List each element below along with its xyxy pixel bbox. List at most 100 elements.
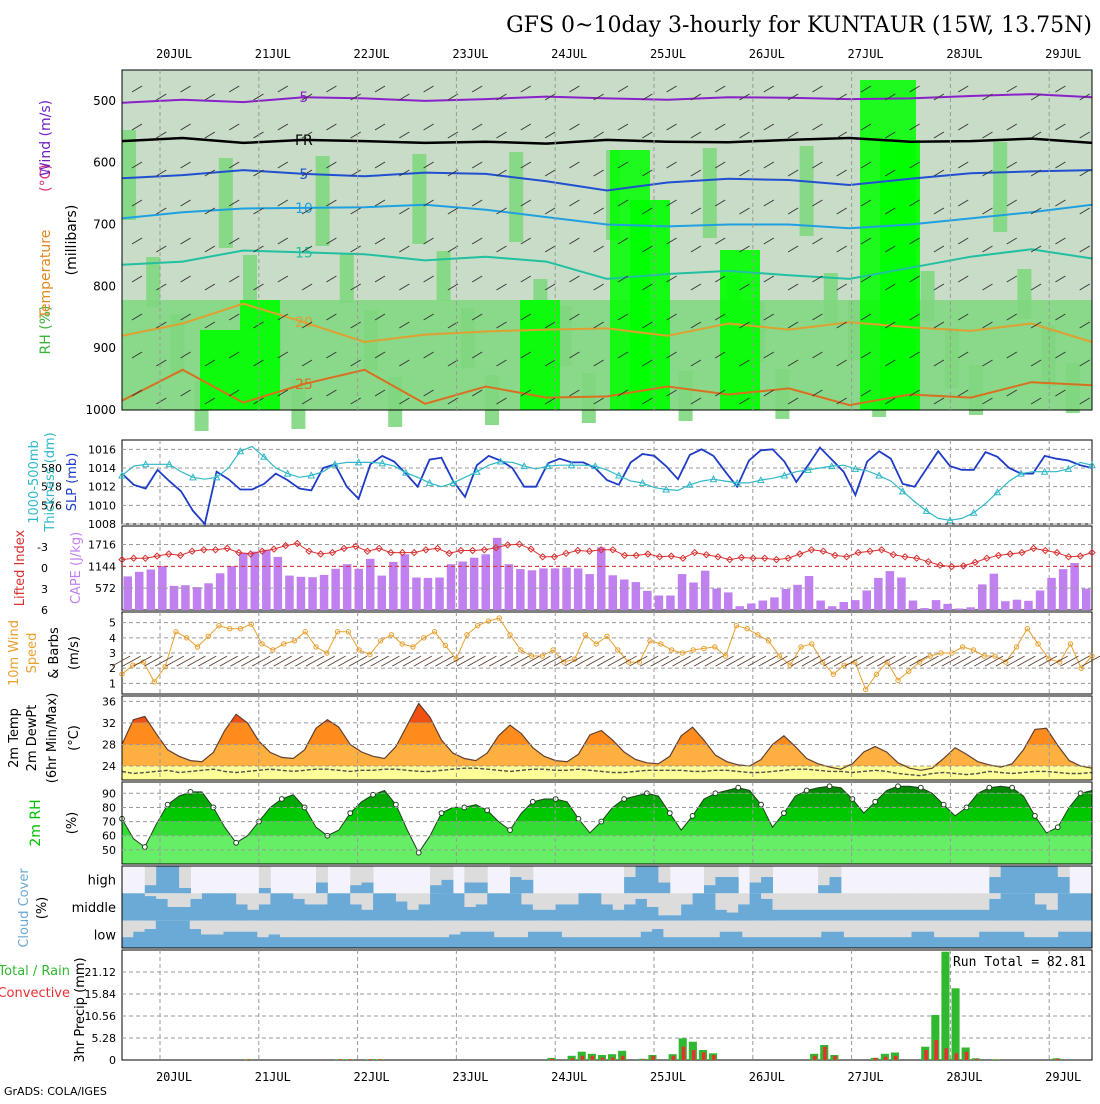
surface-wind-barb — [231, 656, 249, 666]
cloud-cell-middle — [909, 910, 921, 921]
surface-wind-barb — [1071, 656, 1089, 666]
surface-wind-barb — [586, 656, 604, 666]
cloud-cell-middle — [1058, 893, 1070, 920]
cloud-gap — [658, 866, 670, 882]
cape-bar — [308, 577, 317, 610]
cloud-gap — [179, 893, 191, 907]
temp-label2: 2m DewPt — [25, 705, 40, 772]
cloud-gap — [613, 893, 625, 909]
cloud-cell-low — [652, 929, 664, 948]
date-label-bottom: 23JUL — [452, 1070, 488, 1084]
cape-bar — [886, 571, 895, 610]
cape-bar — [1059, 569, 1068, 610]
cloud-gap — [201, 921, 213, 935]
rh-moist-patch — [146, 257, 160, 307]
cape-bar — [412, 578, 421, 611]
cloud-cell-middle — [807, 910, 819, 921]
cloud-cell-high — [510, 877, 522, 893]
cloud-cell-low — [178, 921, 190, 948]
cape-bar — [574, 568, 583, 610]
cloud-cell-low — [212, 934, 224, 948]
surface-wind-barb — [899, 656, 917, 666]
cloud-gap — [246, 921, 258, 932]
rh-marker — [576, 816, 581, 821]
temp-band-28-32 — [122, 723, 1092, 745]
cloud-cell-middle — [704, 893, 716, 920]
cloud-cell-middle — [989, 899, 1001, 921]
cloud-gap — [370, 921, 382, 937]
cape-bar — [909, 601, 918, 611]
cloud-cell-high — [521, 880, 533, 894]
cloud-gap — [912, 921, 924, 932]
cape-bar — [701, 571, 710, 610]
cloud-gap — [761, 866, 773, 877]
surface-wind-barb — [1028, 656, 1046, 666]
cloud-gap — [191, 893, 203, 899]
cloud-cell-high — [1012, 866, 1024, 893]
pressure-tick: 800 — [93, 279, 116, 293]
cloud-cell-middle — [944, 910, 956, 921]
cloud-cell-high — [658, 882, 670, 893]
cloud-gap — [427, 921, 439, 937]
cape-bar — [343, 564, 352, 610]
date-label-top: 22JUL — [354, 47, 390, 61]
cape-bar — [458, 562, 467, 611]
cloud-gap — [742, 921, 754, 937]
cloud-cell-high — [761, 877, 773, 893]
cloud-cell-middle — [738, 904, 750, 920]
cloud-cell-high — [168, 866, 180, 893]
thickness-label2: 1000-500mb — [27, 440, 42, 524]
cape-bar — [643, 591, 652, 610]
cloud-cell-low — [1047, 937, 1059, 948]
cape-bar — [689, 583, 698, 611]
cloud-cell-middle — [590, 893, 602, 920]
cloud-gap — [1081, 921, 1093, 932]
cape-bar — [805, 576, 814, 610]
cloud-cell-low — [370, 937, 382, 948]
cloud-cell-middle — [841, 910, 853, 921]
cloud-gap — [978, 893, 990, 909]
cloud-cell-middle — [567, 904, 579, 920]
cloud-cell-low — [1013, 932, 1025, 948]
cloud-gap — [257, 921, 269, 937]
cloud-gap — [442, 866, 454, 880]
cloud-gap — [430, 866, 442, 885]
cloud-gap — [900, 921, 912, 937]
precip-total-label: Total / Rain — [0, 964, 70, 979]
cape-bar — [678, 574, 687, 610]
cloud-gap — [909, 893, 921, 909]
pressure-tick: 900 — [93, 341, 116, 355]
cloud-cell-middle — [1069, 893, 1081, 920]
cape-bar — [874, 578, 883, 610]
rh-band — [122, 793, 1092, 807]
surface-wind-barb — [274, 656, 292, 666]
cloud-gap — [704, 866, 716, 885]
cloud-gap — [607, 921, 619, 937]
cloud-cell-middle — [442, 893, 454, 920]
date-label-top: 23JUL — [452, 47, 488, 61]
cloud-gap — [852, 893, 864, 909]
rh-marker — [667, 811, 672, 816]
cloud-cell-high — [1046, 866, 1058, 893]
cloud-cell-low — [788, 937, 800, 948]
rh-marker — [1033, 814, 1038, 819]
cloud-cell-middle — [293, 899, 305, 921]
cloud-gap — [248, 893, 260, 909]
cloud-cell-low — [280, 937, 292, 948]
surface-wind-barb — [640, 656, 658, 666]
precip-convective-bar — [369, 1059, 373, 1060]
cloud-gap — [212, 921, 224, 935]
cloud-cell-high — [350, 885, 362, 893]
precip-convective-bar — [712, 1055, 716, 1060]
rh-marker — [622, 797, 627, 802]
cloud-cell-high — [624, 877, 636, 893]
surface-wind-barb — [672, 656, 690, 666]
precip-tick: 5.28 — [92, 1032, 117, 1045]
date-label-bottom: 24JUL — [551, 1070, 587, 1084]
cloud-gap — [697, 921, 709, 937]
cloud-cell-middle — [887, 910, 899, 921]
cloud-cell-middle — [453, 893, 465, 920]
cloud-gap — [675, 921, 687, 937]
rh-marker — [918, 785, 923, 790]
cloud-gap — [681, 893, 693, 904]
